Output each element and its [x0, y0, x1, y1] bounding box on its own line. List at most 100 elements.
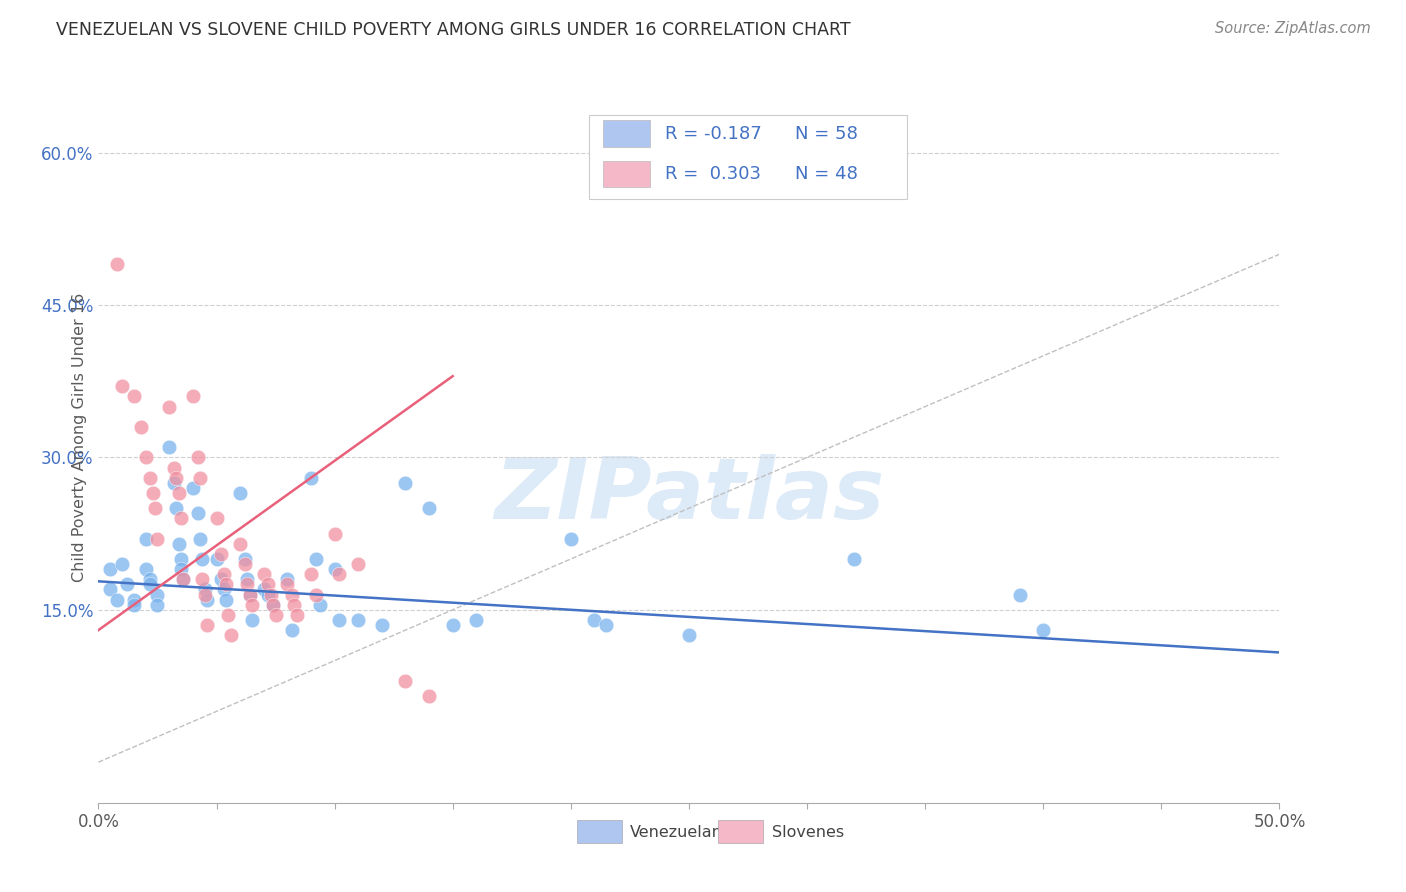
Point [209, 572, 232, 586]
Point [240, 598, 263, 612]
Point [441, 618, 464, 632]
Text: Venezuelans: Venezuelans [630, 824, 731, 839]
Point [257, 577, 280, 591]
Point [122, 592, 145, 607]
Point [181, 389, 204, 403]
Point [167, 537, 190, 551]
Point [165, 501, 187, 516]
Point [418, 689, 440, 703]
Point [583, 613, 606, 627]
Point [122, 598, 145, 612]
Point [205, 552, 228, 566]
Text: ZIPatlas: ZIPatlas [494, 454, 884, 537]
Point [115, 577, 138, 591]
Point [170, 511, 193, 525]
Point [309, 598, 332, 612]
Point [98, 582, 121, 597]
Point [129, 420, 152, 434]
Point [195, 618, 218, 632]
Point [276, 577, 298, 591]
Point [239, 588, 262, 602]
Point [844, 552, 866, 566]
Text: R = -0.187: R = -0.187 [665, 125, 762, 143]
Point [236, 572, 259, 586]
Point [240, 613, 263, 627]
Point [465, 613, 488, 627]
Text: Slovenes: Slovenes [772, 824, 844, 839]
Point [105, 257, 128, 271]
Point [181, 481, 204, 495]
Point [209, 547, 232, 561]
Point [678, 628, 700, 642]
Point [305, 552, 328, 566]
Point [139, 572, 162, 586]
Point [560, 532, 582, 546]
FancyBboxPatch shape [589, 115, 907, 200]
Text: N = 48: N = 48 [796, 165, 858, 183]
Point [215, 592, 238, 607]
Point [299, 471, 322, 485]
FancyBboxPatch shape [603, 120, 650, 146]
Point [194, 582, 217, 597]
Point [236, 577, 259, 591]
Point [1032, 623, 1054, 637]
Point [323, 526, 346, 541]
Point [172, 572, 194, 586]
Point [328, 613, 350, 627]
Point [111, 379, 134, 393]
Point [264, 607, 287, 622]
Point [146, 598, 169, 612]
Point [170, 562, 193, 576]
Point [139, 577, 162, 591]
Point [347, 557, 370, 571]
Point [212, 567, 235, 582]
Point [98, 562, 121, 576]
Point [139, 471, 162, 485]
Point [323, 562, 346, 576]
Point [233, 557, 256, 571]
Point [142, 486, 165, 500]
Point [285, 607, 308, 622]
Point [328, 567, 350, 582]
Point [281, 588, 304, 602]
Point [219, 628, 242, 642]
Point [305, 588, 328, 602]
Point [135, 450, 157, 465]
Point [394, 673, 416, 688]
FancyBboxPatch shape [576, 820, 621, 843]
Point [188, 532, 211, 546]
Point [170, 552, 193, 566]
Point [194, 588, 217, 602]
Point [347, 613, 370, 627]
Point [163, 475, 186, 490]
Point [262, 598, 284, 612]
Point [167, 486, 190, 500]
Point [165, 471, 187, 485]
Point [105, 592, 128, 607]
Point [122, 389, 145, 403]
Point [146, 532, 169, 546]
Point [276, 572, 298, 586]
Point [253, 582, 276, 597]
Text: Source: ZipAtlas.com: Source: ZipAtlas.com [1215, 21, 1371, 36]
Text: N = 58: N = 58 [796, 125, 858, 143]
Point [111, 557, 134, 571]
Point [191, 552, 214, 566]
Point [299, 567, 322, 582]
Point [229, 486, 252, 500]
Point [205, 511, 228, 525]
Point [135, 532, 157, 546]
Point [143, 501, 166, 516]
Point [418, 501, 440, 516]
Text: R =  0.303: R = 0.303 [665, 165, 761, 183]
Point [281, 623, 304, 637]
Point [187, 450, 209, 465]
Point [135, 562, 157, 576]
Point [172, 572, 194, 586]
Point [283, 598, 305, 612]
Point [595, 618, 617, 632]
Point [187, 506, 209, 520]
Point [394, 475, 416, 490]
Point [146, 588, 169, 602]
Point [217, 607, 239, 622]
